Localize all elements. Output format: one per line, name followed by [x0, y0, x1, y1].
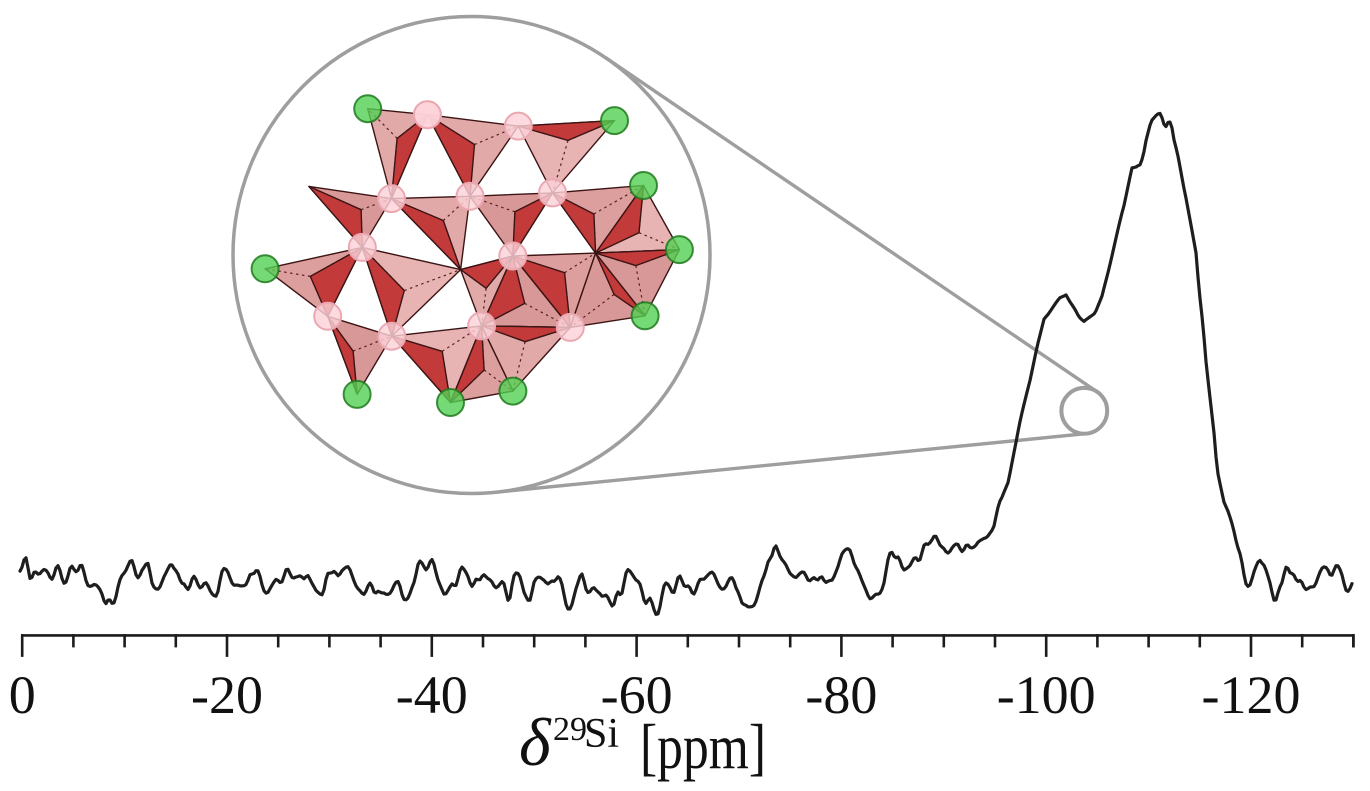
svg-text:[ppm]: [ppm]: [640, 712, 766, 782]
svg-text:-80: -80: [805, 665, 877, 725]
svg-text:29: 29: [553, 711, 587, 748]
svg-text:Si: Si: [584, 711, 619, 757]
svg-text:-60: -60: [601, 665, 673, 725]
svg-text:δ: δ: [519, 704, 552, 780]
svg-text:-20: -20: [191, 665, 263, 725]
svg-text:-40: -40: [396, 665, 468, 725]
svg-text:-100: -100: [997, 665, 1096, 725]
svg-text:0: 0: [9, 665, 36, 725]
svg-text:-120: -120: [1202, 665, 1301, 725]
